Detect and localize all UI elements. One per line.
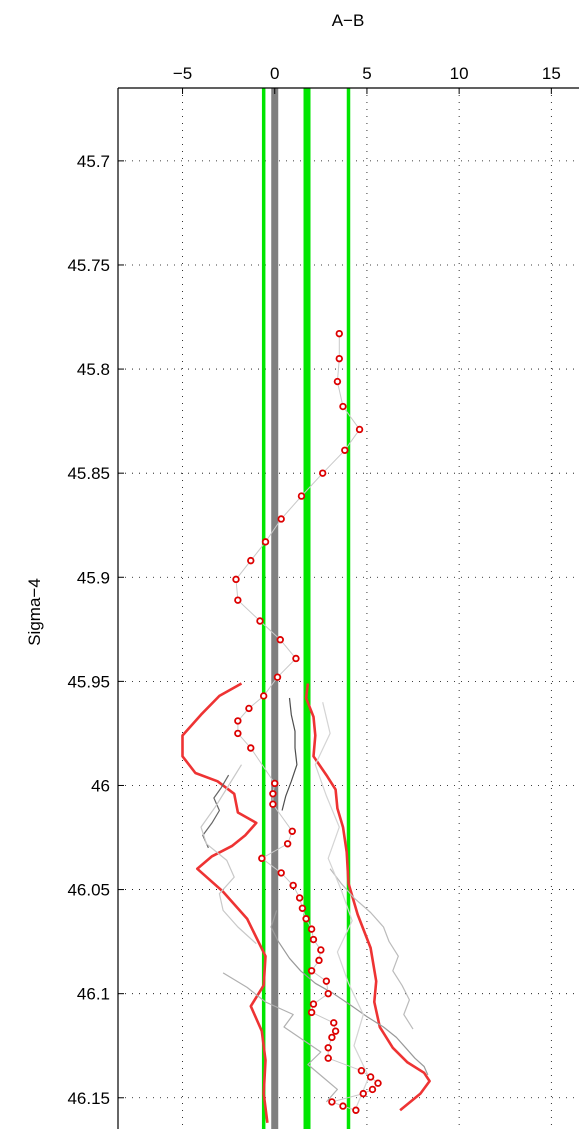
data-point — [234, 729, 242, 738]
data-point — [298, 904, 307, 913]
data-point — [269, 800, 277, 808]
data-point — [374, 1079, 382, 1087]
red-right-envelope — [304, 683, 431, 1112]
tick-labels: −5 0 5 10 15 45.7 45.75 45.8 45.85 45.9 45.95 46 46.… — [67, 64, 560, 1108]
data-point — [259, 692, 268, 700]
data-point — [307, 925, 316, 933]
data-point — [330, 1019, 338, 1027]
data-point — [335, 329, 343, 338]
data-point — [366, 1073, 375, 1081]
data-point — [317, 946, 325, 954]
data-point — [297, 492, 306, 500]
data-point — [341, 446, 349, 454]
data-point — [276, 636, 284, 644]
y-tick-label: 46 — [91, 776, 110, 795]
data-point — [295, 894, 304, 902]
data-point — [315, 956, 323, 965]
x-tick-label: 5 — [362, 64, 371, 83]
data-point — [283, 840, 292, 848]
y-tick-label: 45.8 — [77, 360, 110, 379]
data-point — [245, 704, 253, 713]
data-point — [309, 1000, 318, 1008]
data-point — [318, 469, 327, 477]
data-point — [324, 1054, 332, 1062]
data-point — [322, 977, 331, 985]
data-point — [335, 354, 343, 363]
x-tick-label: 10 — [450, 64, 469, 83]
y-axis-label: Sigma−4 — [25, 578, 44, 646]
data-point — [307, 967, 316, 975]
data-point — [247, 556, 255, 565]
y-tick-label: 46.1 — [77, 985, 110, 1004]
axes — [117, 87, 579, 1129]
x-tick-label: 0 — [270, 64, 279, 83]
x-tick-label: −5 — [173, 64, 192, 83]
background-profile-4 — [329, 868, 414, 1030]
data-point — [328, 1033, 336, 1042]
y-tick-label: 45.75 — [67, 256, 110, 275]
background-profile-2 — [202, 774, 230, 849]
data-point — [324, 1044, 332, 1052]
data-point — [271, 779, 279, 788]
data-point — [339, 402, 347, 411]
data-point — [355, 425, 364, 434]
data-point — [333, 377, 342, 386]
data-point — [359, 1089, 367, 1098]
x-tick-label: 15 — [542, 64, 561, 83]
background-profile-1 — [281, 697, 298, 811]
y-tick-label: 45.95 — [67, 672, 110, 691]
data-point — [288, 827, 296, 835]
background-profile-3 — [270, 910, 429, 1076]
data-point — [256, 617, 264, 625]
data-point — [234, 596, 242, 604]
data-point — [277, 869, 285, 877]
y-tick-label: 46.05 — [67, 881, 110, 900]
y-tick-label: 45.9 — [77, 568, 110, 587]
data-point — [331, 1027, 340, 1035]
data-point — [277, 515, 285, 523]
data-point — [357, 1067, 366, 1075]
y-tick-label: 45.7 — [77, 152, 110, 171]
background-profile-6 — [314, 702, 370, 1109]
background-profile-7 — [222, 972, 338, 1103]
data-point — [309, 935, 318, 944]
data-point — [269, 790, 277, 798]
data-point — [261, 538, 270, 546]
data-point — [302, 915, 310, 923]
data-point — [232, 575, 240, 584]
profile-points — [232, 329, 382, 1114]
background-profile-5 — [200, 764, 257, 945]
data-point — [292, 654, 300, 663]
y-tick-label: 46.15 — [67, 1089, 110, 1108]
data-point — [273, 673, 282, 681]
data-point — [324, 989, 332, 998]
data-point — [352, 1106, 360, 1114]
data-point — [234, 717, 242, 725]
data-point — [247, 744, 255, 752]
data-point — [328, 1098, 336, 1106]
data-point — [258, 854, 266, 863]
data-point — [307, 1008, 316, 1017]
reference-lines — [261, 88, 351, 1129]
red-left-envelope — [181, 682, 269, 1123]
data-point — [339, 1102, 347, 1110]
data-point — [368, 1085, 377, 1094]
x-axis-label: A−B — [332, 11, 365, 30]
data-point — [289, 881, 297, 890]
y-tick-label: 45.85 — [67, 464, 110, 483]
